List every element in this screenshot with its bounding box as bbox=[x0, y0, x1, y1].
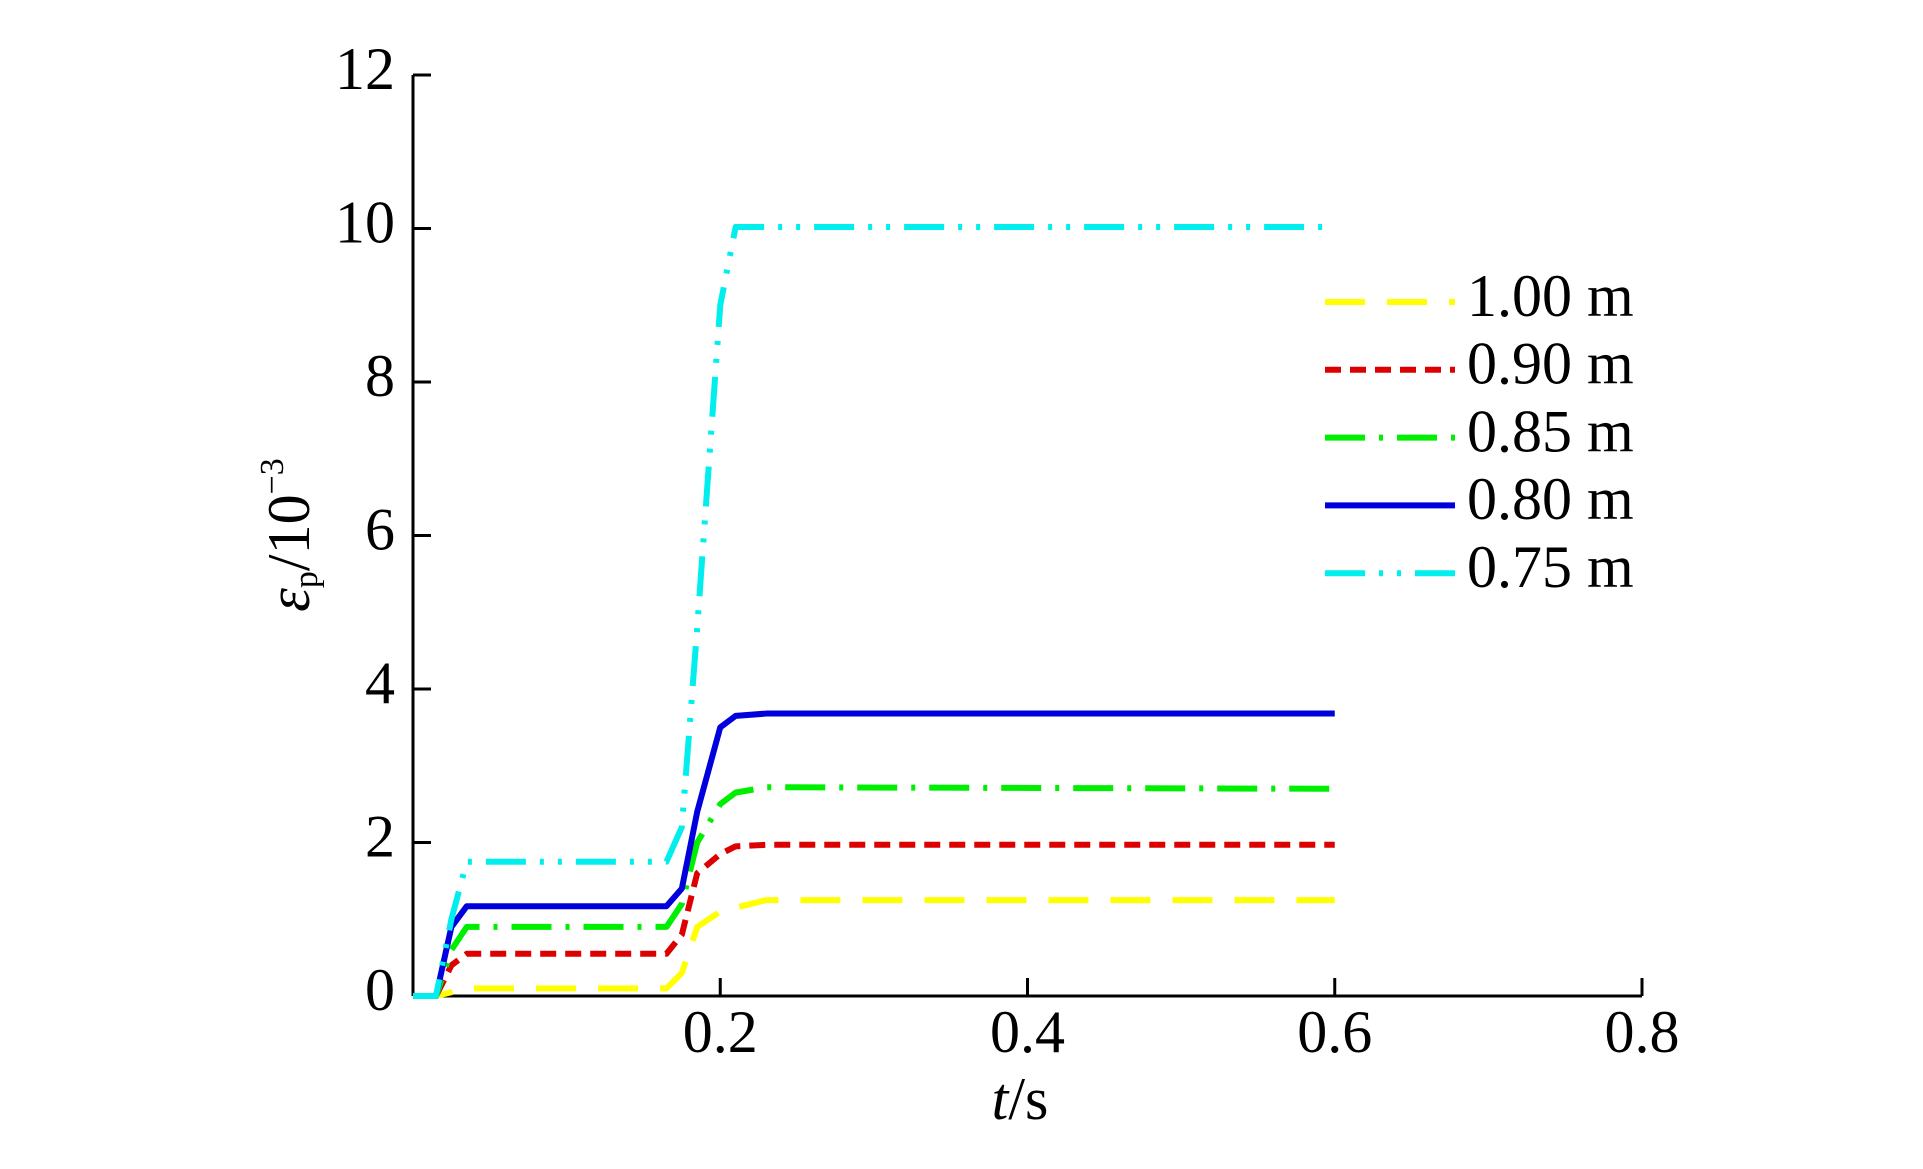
y-tick-label: 10 bbox=[335, 189, 395, 255]
legend-label: 0.75 m bbox=[1467, 534, 1634, 600]
x-tick-label: 0.4 bbox=[990, 999, 1065, 1065]
y-label-symbol: ε bbox=[256, 588, 322, 612]
y-label-exponent: −3 bbox=[254, 458, 291, 494]
y-tick-label: 8 bbox=[365, 343, 395, 409]
legend-label: 0.85 m bbox=[1467, 398, 1634, 464]
legend-label: 0.80 m bbox=[1467, 466, 1634, 532]
x-label-unit: /s bbox=[1008, 1066, 1048, 1132]
series-line bbox=[413, 784, 1335, 999]
y-label-subscript: p bbox=[288, 571, 325, 588]
x-tick-label: 0.6 bbox=[1297, 999, 1372, 1065]
y-tick-label: 12 bbox=[335, 36, 395, 102]
y-label-unit: /10 bbox=[256, 494, 322, 571]
legend-label: 0.90 m bbox=[1467, 331, 1634, 397]
x-tick-label: 0.2 bbox=[683, 999, 758, 1065]
series-line bbox=[413, 710, 1335, 999]
y-tick-label: 6 bbox=[365, 496, 395, 562]
x-axis-label: t/s bbox=[992, 1066, 1049, 1132]
y-tick-label: 0 bbox=[365, 957, 395, 1023]
legend-label: 1.00 m bbox=[1467, 263, 1634, 329]
x-tick-label: 0.8 bbox=[1605, 999, 1680, 1065]
y-tick-label: 4 bbox=[365, 650, 395, 716]
series-line bbox=[413, 897, 1335, 999]
x-label-symbol: t bbox=[992, 1066, 1010, 1132]
y-tick-label: 2 bbox=[365, 803, 395, 869]
y-axis-label: εp/10−3 bbox=[254, 458, 325, 612]
series-line bbox=[413, 223, 1335, 999]
series-line bbox=[413, 841, 1335, 999]
